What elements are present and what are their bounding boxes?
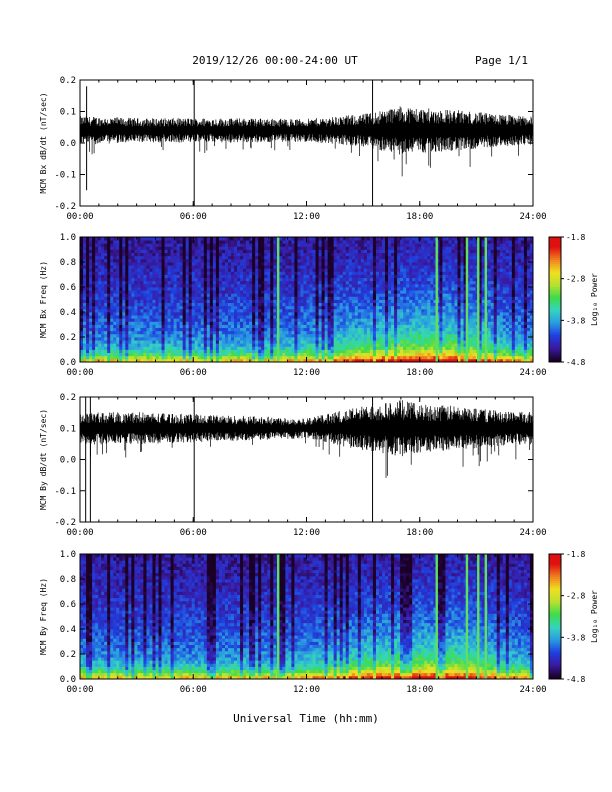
colorbar-tick-1: -2.8 <box>566 275 585 284</box>
colorbar-label: Log₁₀ Power <box>590 273 599 326</box>
y-tick-label-3: 0.6 <box>60 600 76 610</box>
x-tick-label-1: 06:00 <box>180 528 207 538</box>
y-tick-label-1: -0.1 <box>54 171 76 181</box>
x-tick-label-4: 24:00 <box>519 212 546 222</box>
x-tick-label-4: 24:00 <box>519 685 546 695</box>
colorbar: -1.8 -2.8 -3.8 -4.8 Log₁₀ Power <box>548 550 599 684</box>
y-tick-label-2: 0.4 <box>60 625 76 635</box>
y-tick-label-1: 0.2 <box>60 650 76 660</box>
x-tick-label-2: 12:00 <box>293 685 320 695</box>
bright-line-2 <box>465 237 469 362</box>
colorbar: -1.8 -2.8 -3.8 -4.8 Log₁₀ Power <box>548 233 599 367</box>
x-tick-label-1: 06:00 <box>180 685 207 695</box>
colorbar-tick-0: -1.8 <box>566 233 585 242</box>
header-date-range: 2019/12/26 00:00-24:00 UT <box>192 54 358 67</box>
panel-by-spectrogram: -1.8 -2.8 -3.8 -4.8 Log₁₀ Power 00:00 06:00 12:… <box>39 550 599 695</box>
bright-line-4 <box>484 237 488 362</box>
x-tick-label-1: 06:00 <box>180 368 207 378</box>
y-tick-label-0: 0.0 <box>60 675 76 685</box>
x-tick-label-0: 00:00 <box>66 528 93 538</box>
colorbar-tick-1: -2.8 <box>566 592 585 601</box>
colorbar-tick-0: -1.8 <box>566 550 585 559</box>
x-tick-label-3: 18:00 <box>406 685 433 695</box>
header-page: Page 1/1 <box>475 54 528 67</box>
heatmap-cells <box>80 554 534 680</box>
y-tick-label-3: 0.1 <box>60 108 76 118</box>
y-tick-label-4: 0.8 <box>60 575 76 585</box>
bright-line-1 <box>435 554 438 679</box>
x-tick-label-2: 12:00 <box>293 368 320 378</box>
y-tick-label-1: 0.2 <box>60 333 76 343</box>
y-tick-label-4: 0.2 <box>60 393 76 403</box>
bright-line-3 <box>477 554 480 679</box>
y-tick-label-2: 0.0 <box>60 139 76 149</box>
x-tick-label-4: 24:00 <box>519 528 546 538</box>
panel-by-series: 00:00 06:00 12:00 18:00 24:00 -0.2 -0.1 0.0 0.1 0… <box>39 393 547 538</box>
x-tick-label-3: 18:00 <box>406 368 433 378</box>
heatmap-cells <box>80 237 534 363</box>
y-tick-label-0: -0.2 <box>54 202 76 212</box>
y-axis-label: MCM Bx Freq (Hz) <box>39 261 48 338</box>
panel-bx-series: 00:00 06:00 12:00 18:00 24:00 -0.2 -0.1 0.0 0.1 0… <box>39 76 547 222</box>
x-axis-title: Universal Time (hh:mm) <box>233 712 379 725</box>
bright-line-4 <box>484 554 488 679</box>
y-tick-label-4: 0.8 <box>60 258 76 268</box>
y-tick-label-1: -0.1 <box>54 487 76 497</box>
colorbar-label: Log₁₀ Power <box>590 590 599 643</box>
colorbar-tick-2: -3.8 <box>566 316 585 325</box>
y-tick-label-2: 0.4 <box>60 308 76 318</box>
x-tick-label-4: 24:00 <box>519 368 546 378</box>
bright-line-2 <box>465 554 469 679</box>
bright-line-0 <box>276 237 280 362</box>
y-tick-label-5: 1.0 <box>60 233 76 243</box>
x-tick-label-2: 12:00 <box>293 212 320 222</box>
colorbar-tick-3: -4.8 <box>566 675 585 684</box>
y-axis-label: MCM By Freq (Hz) <box>39 578 48 655</box>
y-tick-label-4: 0.2 <box>60 76 76 86</box>
x-tick-label-3: 18:00 <box>406 528 433 538</box>
colorbar-tick-3: -4.8 <box>566 358 585 367</box>
x-tick-label-3: 18:00 <box>406 212 433 222</box>
y-axis-label: MCM Bx dB/dt (nT/sec) <box>39 92 48 193</box>
y-tick-label-3: 0.6 <box>60 283 76 293</box>
y-tick-label-5: 1.0 <box>60 550 76 560</box>
trace <box>79 106 534 177</box>
y-axis-label: MCM By dB/dt (nT/sec) <box>39 409 48 510</box>
y-tick-label-3: 0.1 <box>60 424 76 434</box>
y-tick-label-0: -0.2 <box>54 518 76 528</box>
x-tick-label-0: 00:00 <box>66 212 93 222</box>
x-tick-label-0: 00:00 <box>66 685 93 695</box>
x-tick-label-1: 06:00 <box>180 212 207 222</box>
y-tick-label-2: 0.0 <box>60 456 76 466</box>
colorbar-tick-2: -3.8 <box>566 633 585 642</box>
panel-bx-spectrogram: -1.8 -2.8 -3.8 -4.8 Log₁₀ Power 00:00 06:00 12:… <box>39 233 599 378</box>
bright-line-3 <box>477 237 480 362</box>
x-tick-label-0: 00:00 <box>66 368 93 378</box>
trace <box>79 400 534 478</box>
bright-line-1 <box>435 237 438 362</box>
x-tick-label-2: 12:00 <box>293 528 320 538</box>
bright-line-0 <box>276 554 280 679</box>
y-tick-label-0: 0.0 <box>60 358 76 368</box>
